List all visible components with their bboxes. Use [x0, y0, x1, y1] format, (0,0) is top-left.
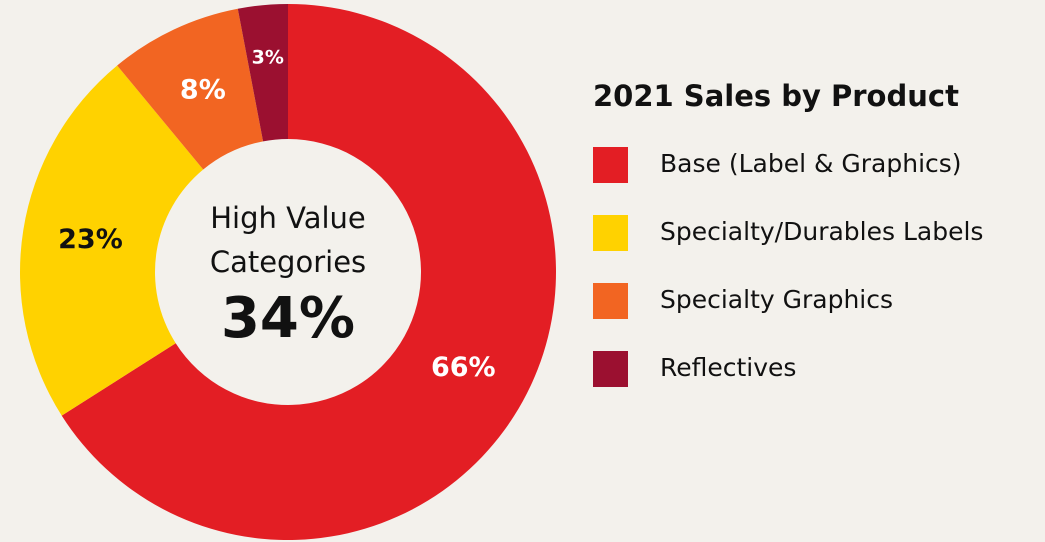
data-label: 23% — [58, 224, 123, 255]
data-label: 8% — [180, 75, 226, 106]
chart-title: 2021 Sales by Product — [593, 79, 959, 113]
legend-swatch — [593, 215, 628, 251]
legend-swatch — [593, 283, 628, 319]
legend-label: Specialty/Durables Labels — [660, 217, 983, 246]
slice — [61, 4, 556, 541]
data-label: 66% — [431, 352, 496, 383]
legend-label: Base (Label & Graphics) — [660, 149, 962, 178]
slice — [237, 4, 288, 142]
slice — [20, 65, 204, 416]
center-label: High Value Categories — [209, 201, 367, 279]
data-label: 3% — [252, 46, 284, 68]
legend-swatch — [593, 351, 628, 387]
center: High Value Categories 34% — [168, 196, 408, 354]
legend-swatch — [593, 147, 628, 183]
legend-label: Specialty Graphics — [660, 285, 893, 314]
legend-label: Reflectives — [660, 353, 796, 382]
slice — [117, 8, 264, 170]
center-value: 34% — [220, 286, 356, 351]
